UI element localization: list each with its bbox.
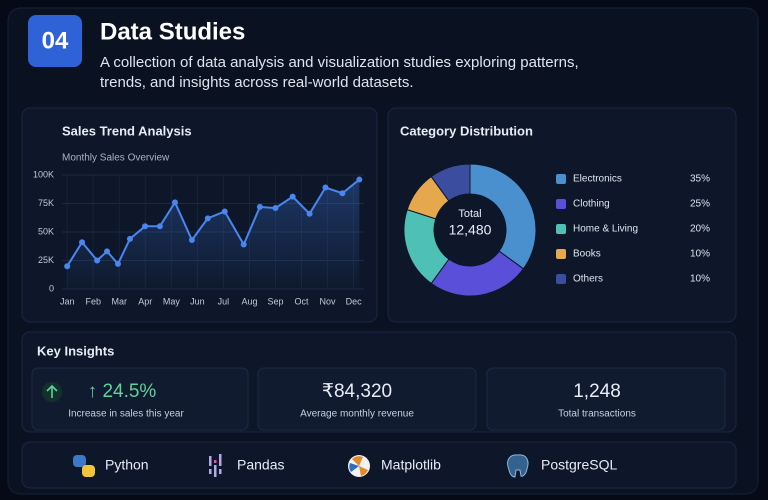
insight-label: Total transactions xyxy=(558,409,636,420)
y-tick-label: 0 xyxy=(49,283,54,293)
up-icon xyxy=(46,384,58,398)
pandas-icon xyxy=(209,454,222,477)
x-tick-label: Jan xyxy=(60,296,75,306)
description: trends, and insights across real-world d… xyxy=(100,74,413,91)
point xyxy=(289,193,296,200)
point xyxy=(94,257,101,264)
legend-swatch xyxy=(556,274,566,284)
postgresql-icon xyxy=(507,454,529,478)
tool-name: Pandas xyxy=(237,457,284,473)
description: A collection of data analysis and visual… xyxy=(100,54,579,71)
point xyxy=(322,184,329,191)
point xyxy=(156,223,163,230)
tool-name: Python xyxy=(105,457,149,473)
matplotlib-icon xyxy=(349,463,359,472)
x-tick-label: Aug xyxy=(241,296,257,306)
x-tick-label: Mar xyxy=(112,296,128,306)
slice xyxy=(430,163,471,202)
insights-title: Key Insights xyxy=(37,343,114,358)
y-tick-label: 50K xyxy=(38,226,54,236)
value-label: 20% xyxy=(690,224,710,235)
tool-name: Matplotlib xyxy=(381,457,441,473)
x-tick-label: Dec xyxy=(346,296,363,306)
point xyxy=(356,176,363,183)
chart-title: Category Distribution xyxy=(400,123,533,138)
x-tick-label: Nov xyxy=(320,296,337,306)
x-tick-label: Sep xyxy=(267,296,283,306)
y-tick-label: 75K xyxy=(38,198,54,208)
point xyxy=(188,236,195,243)
y-tick-label: 25K xyxy=(38,255,54,265)
area xyxy=(67,179,360,289)
legend-swatch xyxy=(556,199,566,209)
insight-box xyxy=(257,367,477,431)
insight-value: ₹84,320 xyxy=(322,381,392,402)
point xyxy=(221,208,228,215)
insight-value: ↑ 24.5% xyxy=(88,381,157,402)
center-label: Total xyxy=(458,208,481,220)
point xyxy=(142,223,149,230)
legend-swatch xyxy=(556,174,566,184)
legend-label: Home & Living xyxy=(573,224,638,235)
point xyxy=(114,260,121,267)
value-label: 10% xyxy=(690,249,710,260)
chart-title: Sales Trend Analysis xyxy=(62,123,192,138)
x-tick-label: Jun xyxy=(190,296,205,306)
chart-subtitle: Monthly Sales Overview xyxy=(62,153,170,164)
badge xyxy=(28,15,82,67)
legend-swatch xyxy=(556,249,566,259)
legend-label: Others xyxy=(573,274,603,285)
point xyxy=(204,215,211,222)
y-tick-label: 100K xyxy=(33,169,54,179)
legend-label: Electronics xyxy=(573,174,622,185)
insight-label: Increase in sales this year xyxy=(68,409,184,420)
insight-box xyxy=(486,367,726,431)
legend-label: Clothing xyxy=(573,199,610,210)
title: Data Studies xyxy=(100,18,245,45)
python-icon xyxy=(73,455,86,467)
legend-swatch xyxy=(556,224,566,234)
value-label: 10% xyxy=(690,274,710,285)
insight-label: Average monthly revenue xyxy=(300,409,414,420)
point xyxy=(126,235,133,242)
point xyxy=(256,203,263,210)
tools-panel xyxy=(21,441,737,489)
point xyxy=(240,241,247,248)
slice xyxy=(469,163,537,270)
legend-label: Books xyxy=(573,249,601,260)
center-value: 12,480 xyxy=(449,222,492,238)
matplotlib-icon xyxy=(352,456,368,476)
value-label: 25% xyxy=(690,199,710,210)
tool-name: PostgreSQL xyxy=(541,457,617,473)
x-tick-label: Feb xyxy=(85,296,101,306)
insight-box xyxy=(31,367,249,431)
point xyxy=(339,190,346,197)
x-tick-label: Jul xyxy=(218,296,230,306)
x-tick-label: May xyxy=(163,296,181,306)
insight-value: 1,248 xyxy=(573,381,621,402)
python-icon xyxy=(82,465,95,477)
point xyxy=(64,263,71,270)
badge-text: 04 xyxy=(42,27,69,54)
x-tick-label: Apr xyxy=(138,296,152,306)
point xyxy=(171,199,178,206)
x-tick-label: Oct xyxy=(295,296,310,306)
point xyxy=(272,205,279,212)
point xyxy=(104,248,111,255)
value-label: 35% xyxy=(690,174,710,185)
point xyxy=(306,210,313,217)
point xyxy=(79,239,86,246)
pie-panel xyxy=(387,107,737,323)
